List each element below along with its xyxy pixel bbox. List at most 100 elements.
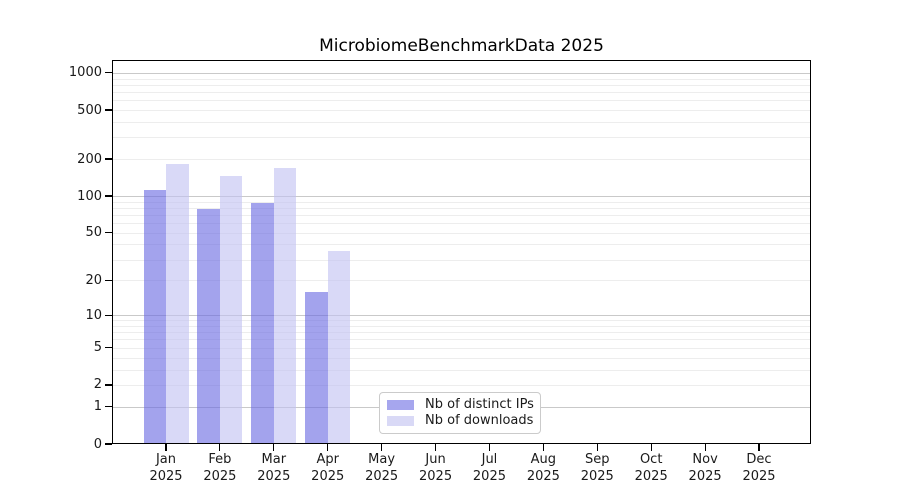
y-tick-label: 1 (93, 399, 102, 415)
gridline-minor (112, 384, 811, 386)
bar-distinct-ips (143, 190, 166, 444)
bar-downloads (166, 163, 189, 444)
gridline-minor (112, 347, 811, 349)
y-tick-label: 500 (77, 102, 102, 118)
x-tick-label-month: Jul (481, 452, 498, 467)
x-tick-mark (327, 444, 329, 451)
gridline-minor (112, 84, 811, 86)
bar-distinct-ips (197, 209, 220, 444)
x-tick-label-year: 2025 (419, 469, 453, 484)
x-tick-label-year: 2025 (365, 469, 399, 484)
x-tick-mark (381, 444, 383, 451)
x-tick-label-year: 2025 (203, 469, 237, 484)
bar-downloads (273, 168, 297, 444)
legend-label-downloads: Nb of downloads (425, 413, 534, 429)
bar-distinct-ips (251, 202, 274, 444)
x-tick-label-year: 2025 (149, 469, 183, 484)
gridline-minor (112, 137, 811, 139)
gridline-minor (112, 280, 811, 282)
gridline-minor (112, 110, 811, 112)
x-tick-mark (650, 444, 652, 451)
x-tick-label-month: Sep (585, 452, 610, 467)
chart-title: MicrobiomeBenchmarkData 2025 (319, 36, 604, 56)
gridline-minor (112, 201, 811, 203)
y-tick-mark (105, 347, 112, 349)
x-tick-label-month: May (368, 452, 396, 467)
x-tick-label-year: 2025 (257, 469, 291, 484)
y-tick-mark (105, 406, 112, 408)
legend-label-distinct-ips: Nb of distinct IPs (425, 396, 534, 412)
gridline-minor (112, 223, 811, 225)
gridline-minor (112, 207, 811, 209)
y-tick-label: 2 (93, 377, 102, 393)
x-tick-label-year: 2025 (311, 469, 345, 484)
x-tick-label-year: 2025 (580, 469, 614, 484)
y-tick-label: 200 (77, 151, 102, 167)
x-tick-label-year: 2025 (688, 469, 722, 484)
legend: Nb of distinct IPs Nb of downloads (379, 392, 541, 434)
x-tick-mark (596, 444, 598, 451)
y-tick-mark (105, 158, 112, 160)
x-tick-label-month: Feb (208, 452, 232, 467)
y-tick-label: 50 (85, 225, 102, 241)
y-tick-label: 1000 (68, 65, 102, 81)
gridline-minor (112, 369, 811, 371)
x-tick-mark (434, 444, 437, 451)
plot-area (112, 60, 811, 444)
gridline-minor (112, 320, 811, 322)
y-tick-label: 5 (93, 340, 102, 356)
gridline-minor (112, 159, 811, 161)
x-tick-mark (273, 444, 275, 451)
legend-swatch-downloads-icon (387, 416, 414, 427)
x-tick-label-year: 2025 (742, 469, 776, 484)
x-tick-mark (488, 444, 491, 451)
y-tick-mark (105, 195, 112, 197)
gridline-minor (112, 78, 811, 80)
y-tick-label: 0 (93, 436, 102, 452)
x-tick-label-month: Apr (316, 452, 339, 467)
x-tick-mark (704, 444, 706, 451)
gridline-minor (112, 332, 811, 334)
x-tick-label-month: Aug (530, 452, 557, 467)
x-tick-label-month: Mar (261, 452, 287, 467)
gridline-minor (112, 121, 811, 123)
x-tick-mark (758, 444, 760, 451)
y-tick-label: 100 (77, 188, 102, 204)
y-tick-mark (105, 279, 112, 282)
x-tick-label-month: Oct (639, 452, 663, 467)
gridline-minor (112, 325, 811, 327)
y-tick-mark (105, 314, 112, 316)
legend-swatch-distinct-ips-icon (387, 399, 414, 410)
gridline-minor (112, 244, 811, 246)
bar-downloads (327, 251, 351, 444)
x-tick-mark (542, 444, 544, 451)
y-tick-label: 10 (85, 307, 102, 323)
gridline-minor (112, 232, 811, 234)
gridline-major (112, 196, 811, 198)
gridline-major (112, 315, 811, 317)
gridline-minor (112, 357, 811, 359)
y-tick-mark (105, 384, 112, 386)
x-tick-mark (165, 444, 167, 451)
bar-downloads (219, 175, 243, 444)
gridline-minor (112, 339, 811, 341)
x-tick-mark (219, 444, 221, 451)
gridline-minor (112, 214, 811, 216)
legend-item-distinct-ips: Nb of distinct IPs (387, 396, 534, 412)
y-tick-mark (105, 109, 112, 111)
legend-item-downloads: Nb of downloads (387, 413, 534, 429)
x-tick-label-month: Jun (425, 452, 446, 467)
x-tick-label-month: Dec (746, 452, 772, 467)
x-tick-label-month: Jan (155, 452, 177, 467)
x-tick-label-month: Nov (692, 452, 718, 467)
y-tick-mark (105, 72, 112, 74)
gridline-minor (112, 100, 811, 102)
x-tick-label-year: 2025 (472, 469, 506, 484)
bar-distinct-ips (305, 291, 328, 444)
gridline-major (112, 72, 811, 74)
y-tick-mark (105, 232, 112, 234)
x-tick-label-year: 2025 (634, 469, 668, 484)
y-tick-mark (105, 443, 112, 445)
y-tick-label: 20 (85, 272, 102, 288)
